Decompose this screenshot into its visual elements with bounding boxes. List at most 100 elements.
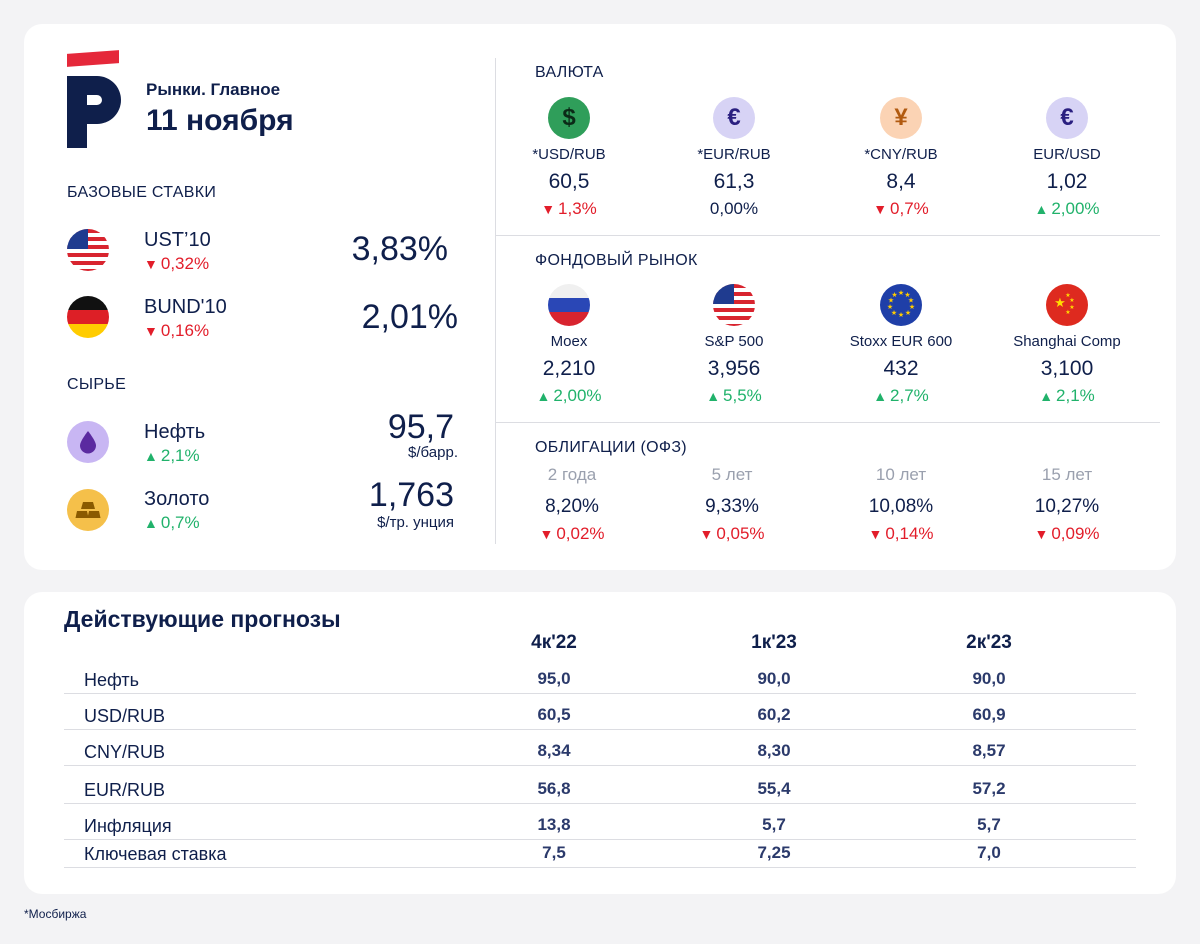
currency-change: 0,00% [709, 199, 759, 218]
us-flag-icon [713, 284, 755, 326]
stock-market-title: ФОНДОВЫЙ РЫНОК [535, 252, 698, 269]
russia-flag-icon [548, 284, 590, 326]
svg-text:★: ★ [904, 291, 910, 299]
gold-bars-icon [67, 489, 109, 531]
bond-term: 2 года [547, 465, 597, 484]
index-value: 2,210 [542, 357, 596, 380]
forecast-row-name: Ключевая ставка [84, 844, 227, 864]
currency-change: ▼ 1,3% [541, 199, 597, 218]
svg-text:★: ★ [888, 297, 894, 305]
market-summary-card: Рынки. Главное 11 ноября БАЗОВЫЕ СТАВКИ … [24, 24, 1176, 570]
commodity-value: 1,763 [368, 476, 454, 514]
base-rate-value: 2,01% [361, 298, 458, 336]
base-rates-title: БАЗОВЫЕ СТАВКИ [67, 184, 217, 201]
forecast-value: 7,5 [542, 843, 566, 862]
brand-logo [67, 50, 123, 152]
forecast-value: 8,57 [972, 741, 1006, 760]
forecast-row: USD/RUB 60,5 60,2 60,9 [64, 694, 1136, 730]
svg-text:★: ★ [898, 311, 904, 319]
svg-text:★: ★ [891, 291, 897, 299]
index-label: S&P 500 [704, 333, 764, 350]
forecasts-card: Действующие прогнозы 4к'22 1к'23 2к'23 Н… [24, 592, 1176, 894]
forecast-value: 55,4 [757, 779, 791, 798]
bond-change: ▼ 0,02% [539, 524, 605, 543]
bond-yield: 10,27% [1034, 496, 1100, 517]
commodity-value: 95,7 [387, 408, 454, 446]
svg-text:★: ★ [905, 309, 911, 317]
bond-yield: 9,33% [705, 496, 759, 517]
commodity-change: ▲ 0,7% [144, 513, 200, 532]
index-value: 3,956 [707, 357, 761, 380]
index-change: ▲ 5,5% [706, 386, 762, 405]
forecast-value: 13,8 [537, 815, 571, 834]
forecast-value: 56,8 [537, 779, 571, 798]
forecast-value: 60,2 [757, 705, 791, 724]
currency-change: ▲ 2,00% [1034, 199, 1100, 218]
base-rate-value: 3,83% [351, 230, 448, 268]
bond-change: ▼ 0,14% [868, 524, 934, 543]
bond-term: 10 лет [875, 465, 927, 484]
svg-text:★: ★ [1069, 297, 1074, 304]
forecast-value: 90,0 [972, 669, 1006, 688]
bond-yield: 8,20% [545, 496, 599, 517]
forecast-row-name: EUR/RUB [84, 780, 166, 800]
forecast-value: 8,30 [757, 741, 791, 760]
svg-text:★: ★ [1065, 309, 1070, 316]
currency-label: *USD/RUB [532, 146, 606, 163]
bond-change: ▼ 0,05% [699, 524, 765, 543]
currency-label: *EUR/RUB [697, 146, 771, 163]
bond-term: 5 лет [711, 465, 753, 484]
base-rate-name: BUND'10 [144, 296, 227, 318]
yuan-icon: ¥ [880, 97, 922, 139]
svg-text:★: ★ [909, 303, 915, 311]
index-value: 432 [883, 357, 919, 380]
eu-flag-icon: ★ ★ ★ ★ ★ ★ ★ ★ ★ ★ [880, 284, 922, 326]
index-change: ▲ 2,7% [873, 386, 929, 405]
svg-text:★: ★ [1069, 304, 1074, 311]
header-subtitle: Рынки. Главное [146, 80, 281, 99]
base-rate-change: ▼ 0,32% [144, 254, 210, 273]
index-value: 3,100 [1040, 357, 1094, 380]
section-divider [496, 422, 1160, 423]
index-label: Shanghai Comp [1013, 333, 1121, 350]
forecast-row: Ключевая ставка 7,5 7,25 7,0 [64, 840, 1136, 868]
svg-text:★: ★ [1054, 296, 1066, 311]
oil-drop-icon [67, 421, 109, 463]
currency-change: ▼ 0,7% [873, 199, 929, 218]
base-rate-change: ▼ 0,16% [144, 321, 210, 340]
forecast-row: Нефть 95,0 90,0 90,0 [64, 658, 1136, 694]
forecast-value: 90,0 [757, 669, 791, 688]
currency-value: 61,3 [713, 170, 755, 193]
svg-text:★: ★ [1065, 292, 1070, 299]
bond-change: ▼ 0,09% [1034, 524, 1100, 543]
forecast-row: Инфляция 13,8 5,7 5,7 [64, 804, 1136, 840]
index-change: ▲ 2,1% [1039, 386, 1095, 405]
base-rate-name: UST’10 [144, 229, 211, 251]
currency-value: 60,5 [548, 170, 590, 193]
currency-label: EUR/USD [1033, 146, 1101, 163]
index-change: ▲ 2,00% [536, 386, 602, 405]
currency-value: 8,4 [886, 170, 916, 193]
bond-yield: 10,08% [868, 496, 934, 517]
euro-icon: € [1046, 97, 1088, 139]
header-date: 11 ноября [146, 104, 294, 137]
forecast-row-name: USD/RUB [84, 706, 166, 726]
commodity-change: ▲ 2,1% [144, 446, 200, 465]
forecast-value: 7,0 [977, 843, 1001, 862]
commodity-unit: $/тр. унция [377, 514, 454, 531]
forecast-value: 5,7 [977, 815, 1001, 834]
forecast-row: EUR/RUB 56,8 55,4 57,2 [64, 766, 1136, 804]
commodity-unit: $/барр. [408, 444, 458, 461]
forecast-column-header: 4к'22 [531, 632, 577, 653]
forecast-row: CNY/RUB 8,34 8,30 8,57 [64, 730, 1136, 766]
forecast-value: 60,5 [537, 705, 571, 724]
currency-value: 1,02 [1046, 170, 1088, 193]
germany-flag-icon [67, 296, 109, 338]
commodity-name: Нефть [144, 421, 206, 443]
forecast-value: 57,2 [972, 779, 1006, 798]
commodity-name: Золото [144, 488, 210, 510]
footnote: *Мосбиржа [24, 907, 87, 921]
euro-icon: € [713, 97, 755, 139]
commodities-title: СЫРЬЕ [67, 376, 127, 393]
forecast-row-name: Инфляция [84, 816, 172, 836]
